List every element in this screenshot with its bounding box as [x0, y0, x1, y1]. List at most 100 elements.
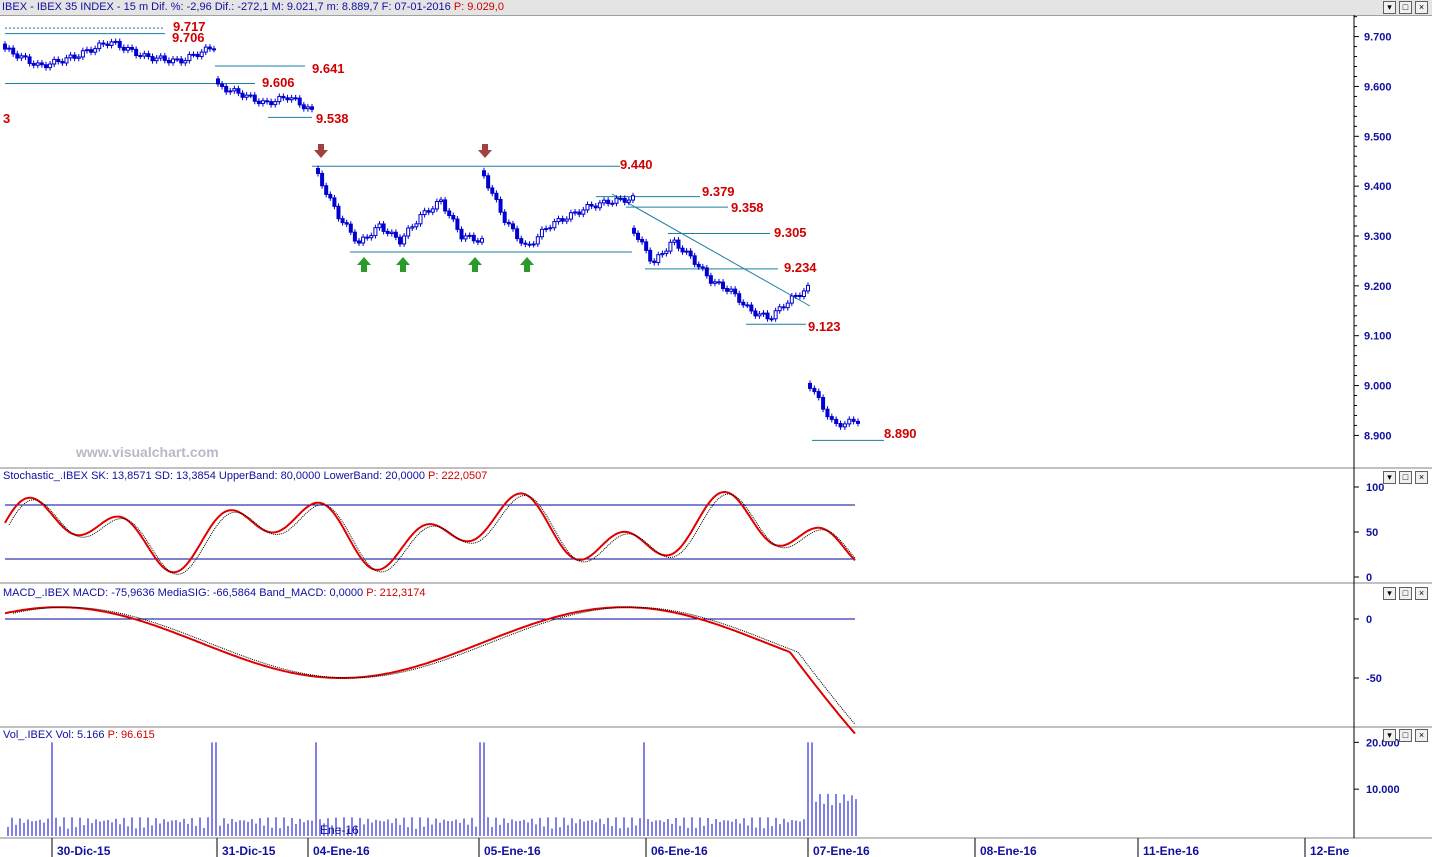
- macd-signal-line: [12, 606, 856, 725]
- candle-body: [328, 193, 333, 199]
- candle-body: [260, 100, 265, 105]
- volume-price: P: 96.615: [107, 729, 155, 741]
- candle-body: [97, 42, 102, 50]
- watermark: www.visualchart.com: [76, 444, 219, 460]
- minimize-icon[interactable]: ▾: [1383, 1, 1396, 14]
- candle-body: [467, 234, 472, 237]
- maximize-icon[interactable]: □: [1399, 471, 1412, 484]
- candle-body: [842, 423, 847, 428]
- candle-body: [821, 396, 826, 410]
- candle-body: [240, 92, 245, 98]
- y-axis-tick-label: 9.600: [1364, 81, 1392, 93]
- candle-body: [577, 211, 582, 215]
- volume-window-buttons: ▾ □ ×: [1383, 729, 1428, 742]
- candle-body: [125, 46, 130, 51]
- candle-body: [195, 53, 200, 58]
- candle-body: [668, 241, 673, 252]
- candle-body: [154, 57, 159, 62]
- macd-axis-label: 0: [1366, 614, 1372, 626]
- candle-body: [224, 85, 229, 93]
- candle-body: [745, 304, 750, 307]
- trend-line: [611, 193, 811, 307]
- y-axis-tick-label: 9.300: [1364, 231, 1392, 243]
- candle-body: [15, 53, 20, 59]
- candle-body: [644, 241, 649, 251]
- candle-body: [589, 203, 594, 207]
- candle-body: [648, 249, 653, 262]
- close-icon[interactable]: ×: [1415, 587, 1428, 600]
- candle-body: [838, 423, 843, 428]
- candle-body: [816, 391, 821, 398]
- candle-body: [856, 420, 860, 424]
- candle-body: [506, 221, 511, 225]
- close-icon[interactable]: ×: [1415, 729, 1428, 742]
- candle-body: [847, 418, 852, 425]
- candle-body: [365, 236, 370, 239]
- candle-body: [220, 83, 225, 87]
- candle-body: [297, 97, 302, 106]
- level-label: 9.538: [316, 111, 349, 126]
- close-icon[interactable]: ×: [1415, 1, 1428, 14]
- candle-body: [769, 318, 774, 321]
- macd-label: MACD_.IBEX MACD: -75,9636 MediaSIG: -66,…: [3, 587, 426, 599]
- candle-body: [361, 236, 366, 244]
- candle-body: [777, 306, 782, 312]
- candle-body: [381, 223, 386, 232]
- candle-body: [93, 48, 98, 53]
- close-icon[interactable]: ×: [1415, 471, 1428, 484]
- x-axis-label: 05-Ene-16: [484, 844, 541, 857]
- candle-body: [535, 236, 540, 245]
- maximize-icon[interactable]: □: [1399, 729, 1412, 742]
- candle-body: [187, 53, 192, 62]
- candle-body: [789, 295, 794, 304]
- candle-body: [175, 58, 180, 61]
- candle-body: [806, 284, 810, 292]
- candle-body: [414, 223, 419, 228]
- up-arrow-icon: [357, 257, 371, 272]
- volume-axis-label: 10.000: [1366, 784, 1400, 796]
- candle-body: [801, 290, 806, 298]
- candle-body: [471, 234, 476, 242]
- maximize-icon[interactable]: □: [1399, 1, 1412, 14]
- candle-body: [684, 250, 689, 253]
- candle-body: [146, 53, 151, 58]
- candle-body: [27, 56, 32, 64]
- candle-body: [393, 231, 398, 238]
- minimize-icon[interactable]: ▾: [1383, 471, 1396, 484]
- candle-body: [293, 97, 298, 100]
- candle-body: [463, 235, 468, 240]
- candle-body: [459, 228, 464, 240]
- level-label: 9.379: [702, 184, 735, 199]
- candle-body: [207, 46, 212, 50]
- candle-body: [606, 199, 611, 205]
- candle-body: [490, 187, 495, 194]
- maximize-icon[interactable]: □: [1399, 587, 1412, 600]
- candle-body: [636, 232, 641, 240]
- stochastic-values: SK: 13,8571 SD: 13,3854 UpperBand: 80,00…: [91, 470, 425, 482]
- candle-body: [273, 101, 278, 106]
- candle-body: [793, 294, 798, 297]
- candle-body: [597, 202, 602, 209]
- candle-body: [426, 210, 431, 213]
- chart-header: IBEX - IBEX 35 INDEX - 15 m Dif. %: -2,9…: [0, 0, 1432, 16]
- candle-body: [482, 170, 486, 177]
- candle-body: [552, 221, 557, 229]
- minimize-icon[interactable]: ▾: [1383, 587, 1396, 600]
- candle-body: [52, 58, 57, 65]
- candle-body: [585, 203, 590, 211]
- candle-body: [656, 254, 661, 264]
- stochastic-axis-label: 0: [1366, 572, 1372, 584]
- y-axis-tick-label: 9.400: [1364, 181, 1392, 193]
- candle-body: [142, 53, 147, 57]
- candle-body: [385, 230, 390, 234]
- candle-body: [544, 228, 549, 231]
- candle-body: [301, 104, 306, 110]
- candle-body: [179, 58, 184, 64]
- candle-body: [158, 55, 163, 59]
- candle-body: [43, 64, 48, 69]
- candle-body: [548, 227, 553, 230]
- candle-body: [825, 408, 830, 418]
- candle-body: [733, 288, 738, 295]
- minimize-icon[interactable]: ▾: [1383, 729, 1396, 742]
